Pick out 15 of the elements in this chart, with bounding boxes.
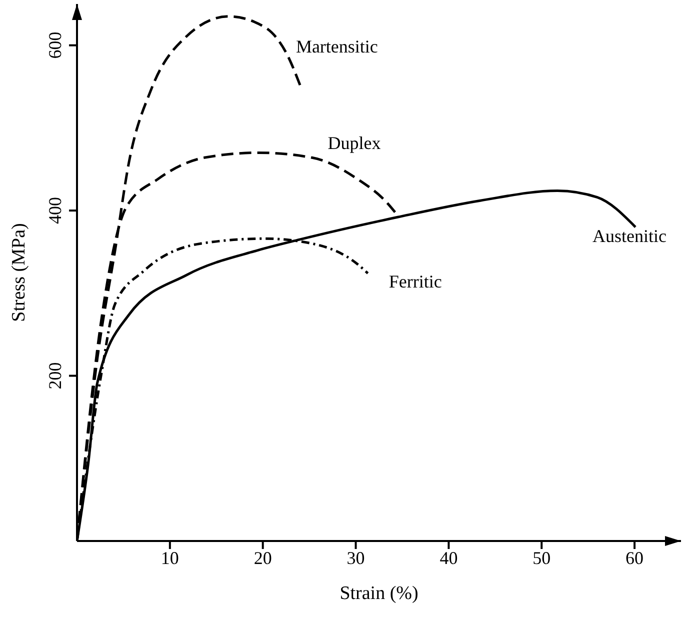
series-label: Ferritic [388, 271, 442, 292]
x-tick-label: 10 [160, 548, 179, 568]
y-axis-title: Stress (MPa) [8, 223, 30, 322]
x-tick-label: 60 [626, 548, 644, 568]
y-tick-label: 600 [45, 32, 65, 59]
x-tick-label: 30 [346, 548, 365, 568]
series-label: Duplex [328, 133, 381, 154]
x-tick-label: 20 [254, 548, 272, 568]
series-label: Martensitic [296, 36, 378, 57]
x-tick-label: 40 [440, 548, 458, 568]
y-tick-label: 200 [45, 362, 65, 390]
x-axis-title: Strain (%) [340, 583, 418, 604]
x-tick-label: 50 [532, 548, 551, 568]
series-label: Austenitic [592, 226, 666, 246]
y-tick-label: 400 [45, 197, 65, 224]
